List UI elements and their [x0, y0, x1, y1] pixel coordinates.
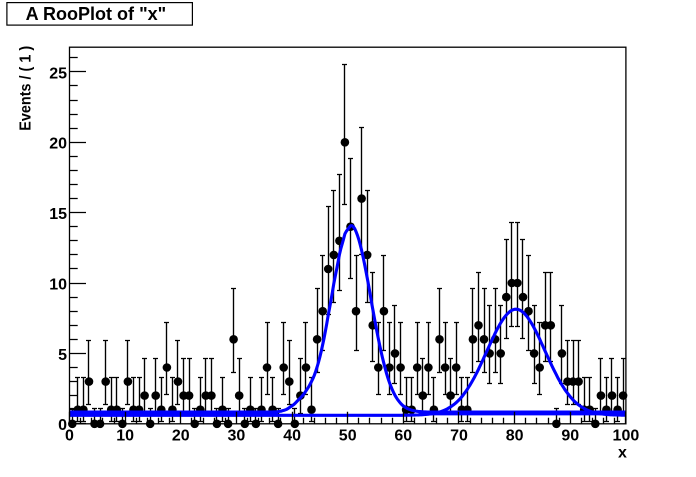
svg-text:x: x — [618, 444, 627, 461]
svg-text:40: 40 — [283, 428, 301, 445]
svg-text:20: 20 — [172, 428, 190, 445]
svg-text:0: 0 — [65, 428, 74, 445]
svg-text:30: 30 — [228, 428, 246, 445]
svg-text:5: 5 — [58, 347, 67, 364]
svg-text:100: 100 — [613, 428, 640, 445]
svg-text:90: 90 — [561, 428, 579, 445]
svg-text:50: 50 — [339, 428, 357, 445]
svg-text:15: 15 — [49, 206, 67, 223]
svg-text:Events / ( 1 ): Events / ( 1 ) — [18, 46, 35, 131]
svg-text:0: 0 — [58, 417, 67, 434]
svg-text:10: 10 — [116, 428, 134, 445]
svg-text:70: 70 — [450, 428, 468, 445]
svg-text:80: 80 — [506, 428, 524, 445]
svg-text:10: 10 — [49, 276, 67, 293]
svg-text:60: 60 — [394, 428, 412, 445]
svg-text:20: 20 — [49, 136, 67, 153]
svg-text:25: 25 — [49, 65, 67, 82]
svg-text:A RooPlot of "x": A RooPlot of "x" — [26, 4, 167, 24]
